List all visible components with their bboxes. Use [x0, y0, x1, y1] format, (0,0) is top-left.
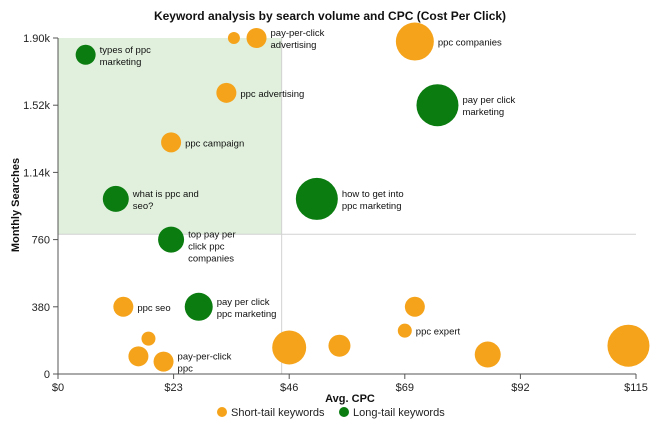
legend-marker — [217, 407, 227, 417]
bubble-label: ppc companies — [438, 38, 502, 49]
bubble-point — [161, 132, 182, 153]
y-tick-label: 1.14k — [23, 167, 50, 179]
bubble-point — [128, 346, 149, 367]
x-tick-label: $23 — [164, 382, 182, 394]
chart-title: Keyword analysis by search volume and CP… — [154, 9, 506, 23]
bubble-point — [474, 341, 501, 368]
bubble-label: how to get into ppc marketing — [342, 189, 404, 212]
bubble-label: ppc campaign — [185, 138, 244, 149]
bubble-point — [395, 22, 434, 61]
bubble-label: ppc seo — [137, 303, 170, 314]
y-tick-label: 380 — [32, 302, 50, 314]
bubble-label: what is ppc and seo? — [132, 189, 199, 212]
bubble-point — [272, 330, 307, 365]
x-axis-title: Avg. CPC — [325, 393, 375, 405]
y-tick-label: 0 — [44, 369, 50, 381]
x-tick-label: $0 — [52, 382, 64, 394]
legend-marker — [339, 407, 349, 417]
x-tick-label: $92 — [511, 382, 529, 394]
y-tick-label: 1.90k — [23, 33, 50, 45]
legend-label: Short-tail keywords — [231, 407, 325, 419]
bubble-layer — [75, 22, 650, 372]
bubble-point — [141, 331, 156, 346]
bubble-point — [216, 82, 237, 103]
bubble-point — [295, 177, 338, 220]
axis-layer: $0 $23 $46 $69 $92 $115 0 380 760 1.14k 1.52k 1.90k — [23, 33, 648, 394]
x-tick-label: $115 — [624, 382, 648, 394]
bubble-point — [246, 28, 267, 48]
bubble-label: pay-per-click advertising — [271, 28, 325, 51]
bubble-point — [75, 44, 96, 65]
bubble-point — [102, 185, 129, 212]
bubble-point — [328, 334, 351, 357]
bubble-label: pay-per-click ppc — [178, 352, 232, 375]
x-tick-label: $46 — [280, 382, 298, 394]
bubble-point — [158, 226, 185, 253]
x-tick-label: $69 — [396, 382, 414, 394]
y-axis-title: Monthly Searches — [10, 158, 22, 252]
legend-label: Long-tail keywords — [353, 407, 445, 419]
bubble-label: pay per click ppc marketing — [217, 297, 277, 320]
y-tick-label: 760 — [32, 235, 50, 247]
bubble-point — [607, 324, 650, 367]
bubble-label: types of ppc marketing — [100, 45, 151, 68]
bubble-point — [416, 84, 459, 127]
bubble-point — [397, 323, 412, 338]
bubble-label-layer: pay-per-click advertising ppc companies ppc… — [100, 28, 516, 375]
bubble-label: ppc expert — [416, 327, 461, 338]
bubble-point — [227, 32, 240, 44]
bubble-label: ppc advertising — [240, 89, 304, 100]
bubble-point — [404, 296, 425, 317]
bubble-point — [113, 296, 134, 317]
legend: Short-tail keywords Long-tail keywords — [217, 407, 445, 419]
bubble-point — [184, 292, 213, 321]
bubble-point — [153, 351, 174, 372]
y-tick-label: 1.52k — [23, 100, 50, 112]
bubble-label: top pay per click ppc companies — [188, 230, 236, 265]
bubble-label: pay per click marketing — [462, 95, 515, 118]
